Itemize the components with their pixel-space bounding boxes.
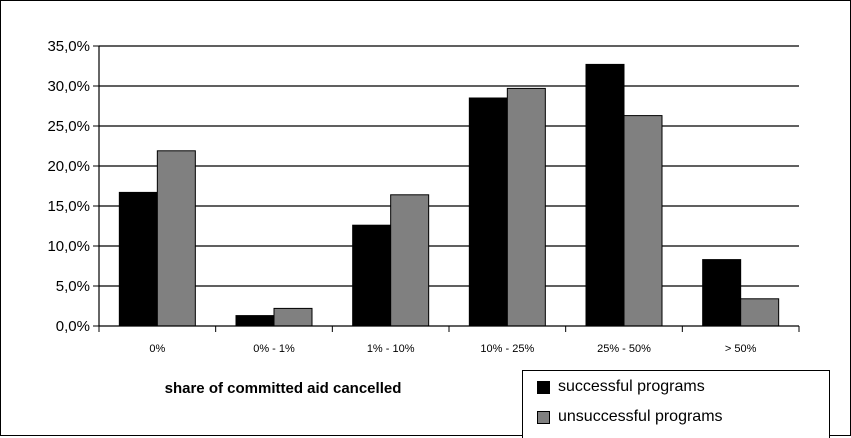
bar-unsuccessful-5: [740, 298, 780, 327]
x-tick-label: 0%: [149, 343, 165, 355]
bar-successful-0: [118, 191, 158, 327]
x-axis-ticks: 0% 0% - 1% 1% - 10% 10% - 25% 25% - 50% > 50%: [149, 343, 756, 355]
legend-label-successful: successful programs: [558, 378, 705, 395]
gridlines: [93, 45, 799, 327]
y-axis-ticks: 0,0% 5,0% 10,0% 15,0% 20,0% 25,0% 30,0% 35,0%: [47, 38, 90, 335]
y-tick-label: 15,0%: [47, 198, 90, 215]
y-tick-label: 35,0%: [47, 38, 90, 55]
axes: [98, 46, 800, 332]
x-tick-label: 25% - 50%: [597, 343, 651, 355]
bar-unsuccessful-3: [506, 87, 546, 327]
legend-swatch-unsuccessful: [537, 410, 550, 424]
x-tick-label: 0% - 1%: [253, 343, 295, 355]
y-tick-label: 5,0%: [56, 278, 90, 295]
x-tick-label: > 50%: [725, 343, 757, 355]
y-tick-label: 20,0%: [47, 158, 90, 175]
bars: [118, 63, 780, 327]
y-tick-label: 10,0%: [47, 238, 90, 255]
bar-successful-5: [702, 259, 742, 327]
legend-item-unsuccessful: unsuccessful programs: [537, 406, 723, 428]
bar-successful-3: [468, 97, 508, 327]
legend: successful programs unsuccessful program…: [522, 370, 830, 438]
y-tick-label: 0,0%: [56, 318, 90, 335]
bar-unsuccessful-0: [156, 150, 196, 327]
x-axis-label: share of committed aid cancelled: [165, 380, 402, 397]
bar-unsuccessful-2: [390, 194, 430, 327]
bar-successful-4: [585, 63, 625, 327]
x-tick-label: 10% - 25%: [480, 343, 534, 355]
bar-unsuccessful-4: [623, 115, 663, 327]
bar-unsuccessful-1: [273, 307, 313, 327]
bar-successful-1: [235, 315, 275, 327]
bar-successful-2: [352, 224, 392, 327]
y-tick-label: 25,0%: [47, 118, 90, 135]
legend-swatch-successful: [537, 380, 550, 394]
legend-label-unsuccessful: unsuccessful programs: [558, 408, 723, 425]
y-tick-label: 30,0%: [47, 78, 90, 95]
legend-item-successful: successful programs: [537, 376, 705, 398]
x-tick-label: 1% - 10%: [367, 343, 415, 355]
